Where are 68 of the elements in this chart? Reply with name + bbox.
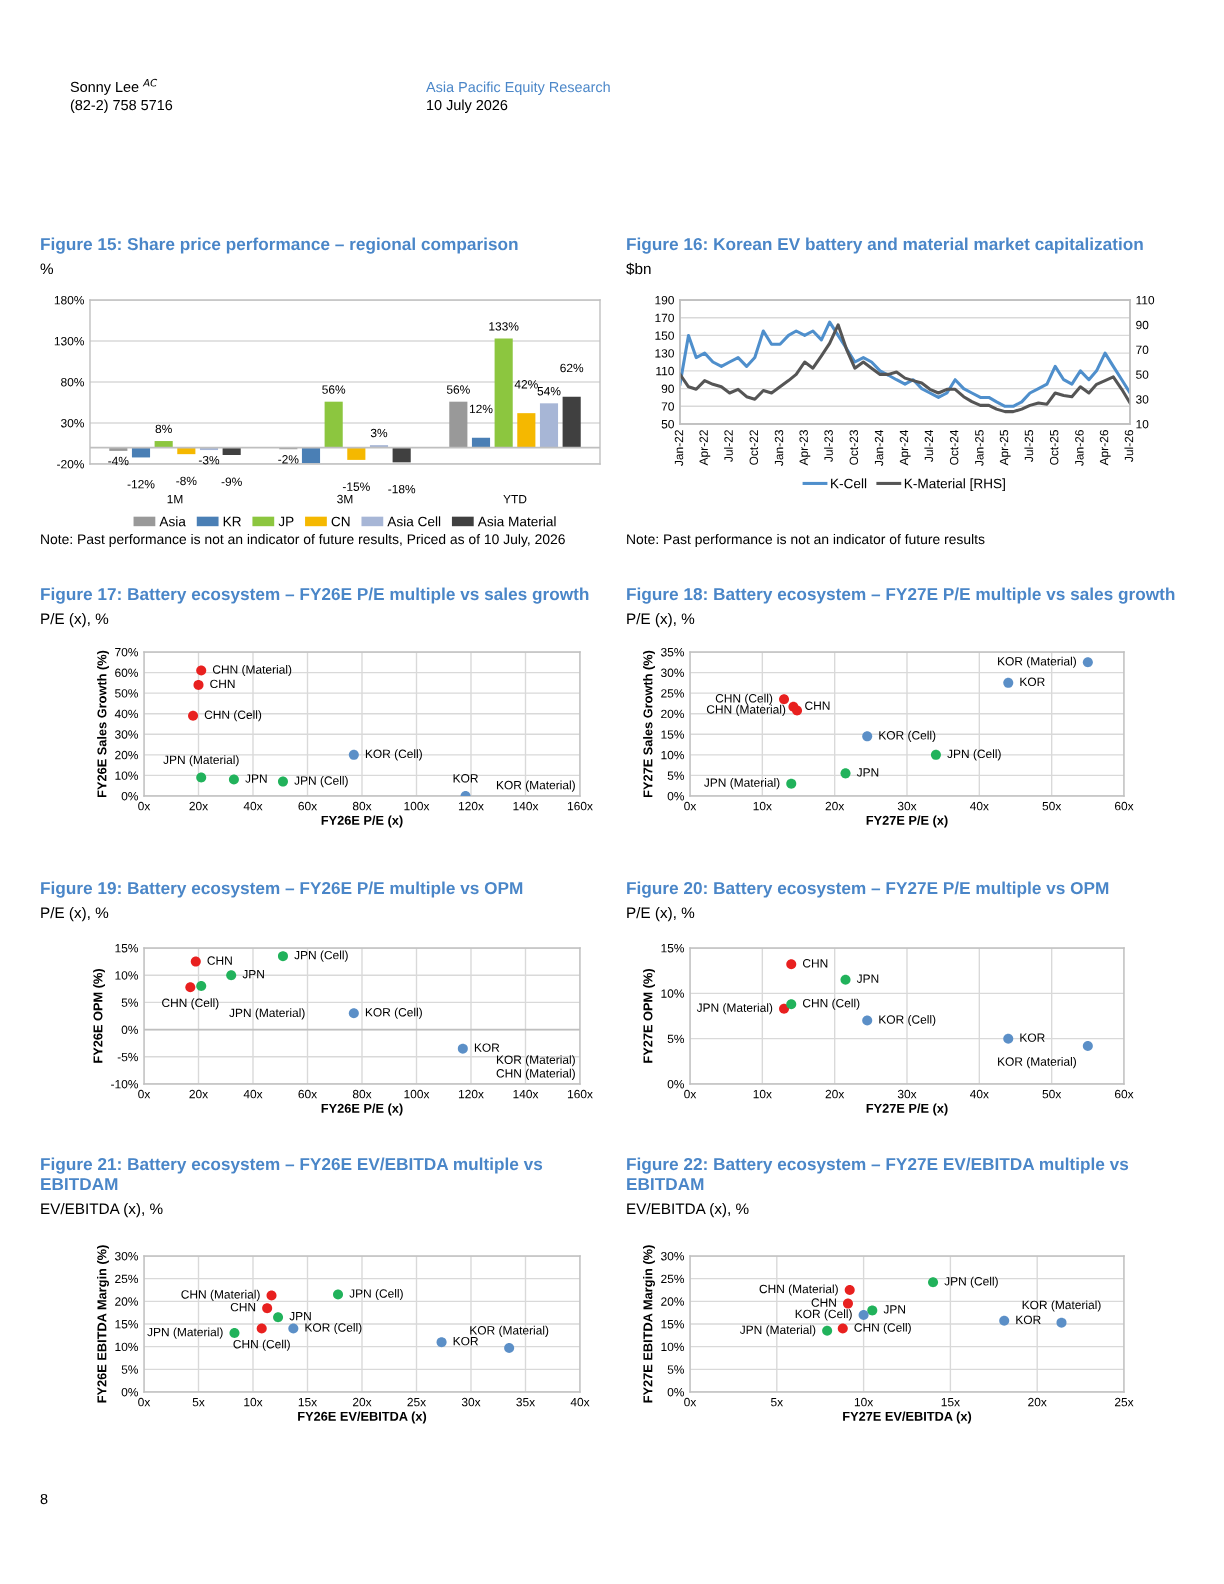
- point: [837, 1323, 848, 1334]
- point: [266, 1290, 277, 1301]
- point: [185, 982, 196, 993]
- point: [1082, 1040, 1093, 1051]
- point: [436, 1337, 447, 1348]
- point: [862, 1015, 873, 1026]
- bar: [392, 447, 411, 463]
- point: [504, 1343, 515, 1354]
- point: [779, 694, 790, 705]
- bar: [154, 441, 173, 448]
- point: [188, 710, 199, 721]
- bar: [562, 396, 581, 448]
- point: [786, 959, 797, 970]
- bar: [449, 401, 468, 448]
- point: [867, 1305, 878, 1316]
- bar: [222, 447, 241, 455]
- point: [862, 731, 873, 742]
- chart-title: Figure 20: Battery ecosystem – FY27E P/E multiple vs OPM: [627, 881, 1109, 898]
- point: [348, 749, 359, 760]
- point: [256, 1323, 267, 1334]
- point: [842, 1298, 853, 1309]
- bar: [301, 447, 321, 464]
- point: [226, 970, 237, 981]
- point: [193, 679, 204, 690]
- chart-title: Figure 22: Battery ecosystem – FY27E EV/EBITDA multiple vs EBITDAM: [627, 1157, 1129, 1190]
- point: [333, 1289, 344, 1300]
- point: [196, 772, 207, 783]
- bar: [324, 401, 343, 448]
- point: [1082, 657, 1093, 668]
- bar: [517, 413, 536, 448]
- bar: [494, 338, 513, 448]
- point: [779, 1003, 790, 1014]
- chart-title: Figure 21: Battery ecosystem – FY26E EV/EBITDA multiple vs EBITDAM: [41, 1157, 543, 1190]
- point: [1003, 1033, 1014, 1044]
- point: [457, 1043, 468, 1054]
- chart-title: Figure 19: Battery ecosystem – FY26E P/E multiple vs OPM: [41, 881, 523, 898]
- point: [229, 1328, 240, 1339]
- point: [858, 1309, 869, 1320]
- point: [999, 1315, 1010, 1326]
- point: [273, 1312, 284, 1323]
- point: [288, 1323, 299, 1334]
- point: [928, 1277, 939, 1288]
- point: [840, 974, 851, 985]
- point: [277, 951, 288, 962]
- point: [228, 774, 239, 785]
- point: [348, 1008, 359, 1019]
- point: [786, 778, 797, 789]
- point: [190, 956, 201, 967]
- point: [930, 749, 941, 760]
- point: [196, 981, 207, 992]
- bar: [347, 447, 366, 460]
- point: [844, 1284, 855, 1296]
- point: [262, 1303, 273, 1314]
- bar: [177, 447, 196, 455]
- point: [277, 776, 288, 787]
- point: [196, 665, 207, 676]
- bar: [471, 437, 491, 448]
- point: [822, 1325, 833, 1336]
- bar: [539, 403, 559, 448]
- chart-title: Figure 15: Share price performance – regional comparison: [41, 237, 518, 254]
- point: [1056, 1317, 1067, 1328]
- chart-title: Figure 17: Battery ecosystem – FY26E P/E multiple vs sales growth: [41, 587, 589, 604]
- chart-title: Figure 18: Battery ecosystem – FY27E P/E multiple vs sales growth: [627, 587, 1175, 604]
- chart-title: Figure 16: Korean EV battery and material market capitalization: [627, 237, 1143, 254]
- point: [840, 768, 851, 779]
- bar: [131, 447, 151, 458]
- point: [1003, 677, 1014, 688]
- point: [786, 999, 797, 1010]
